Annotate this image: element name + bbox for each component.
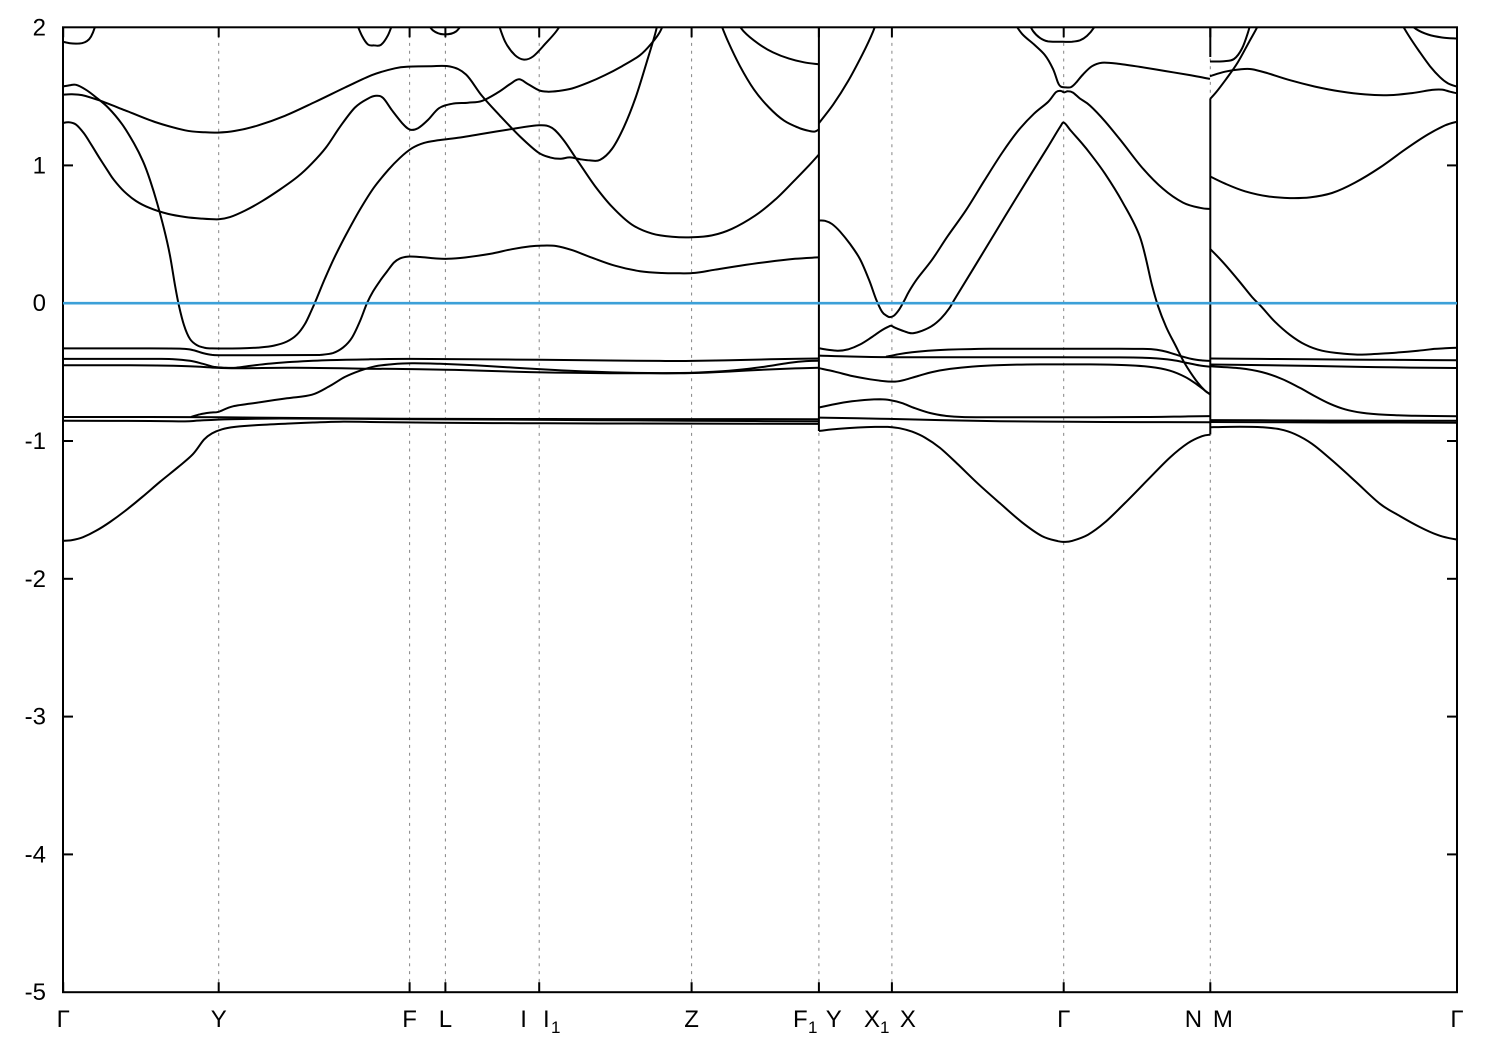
- svg-text:-1: -1: [25, 428, 46, 455]
- svg-text:0: 0: [33, 290, 46, 317]
- svg-text:F: F: [402, 1006, 417, 1033]
- svg-text:Γ: Γ: [1057, 1006, 1070, 1033]
- svg-text:I: I: [520, 1006, 527, 1033]
- svg-text:1: 1: [551, 1018, 560, 1037]
- svg-text:I: I: [543, 1006, 550, 1033]
- svg-text:X: X: [864, 1006, 880, 1033]
- svg-text:X: X: [900, 1006, 916, 1033]
- svg-text:Γ: Γ: [1450, 1006, 1463, 1033]
- svg-text:M: M: [1213, 1006, 1233, 1033]
- svg-text:1: 1: [808, 1018, 817, 1037]
- svg-text:N: N: [1185, 1006, 1202, 1033]
- svg-text:1: 1: [33, 152, 46, 179]
- svg-text:Y: Y: [211, 1006, 227, 1033]
- svg-text:-2: -2: [25, 566, 46, 593]
- svg-text:Y: Y: [826, 1006, 842, 1033]
- svg-text:-5: -5: [25, 979, 46, 1006]
- svg-text:F: F: [793, 1006, 808, 1033]
- svg-text:1: 1: [880, 1018, 889, 1037]
- svg-text:L: L: [439, 1006, 452, 1033]
- svg-text:-4: -4: [25, 841, 46, 868]
- svg-text:Z: Z: [684, 1006, 699, 1033]
- svg-text:2: 2: [33, 15, 46, 42]
- svg-text:-3: -3: [25, 704, 46, 731]
- svg-text:Γ: Γ: [57, 1006, 70, 1033]
